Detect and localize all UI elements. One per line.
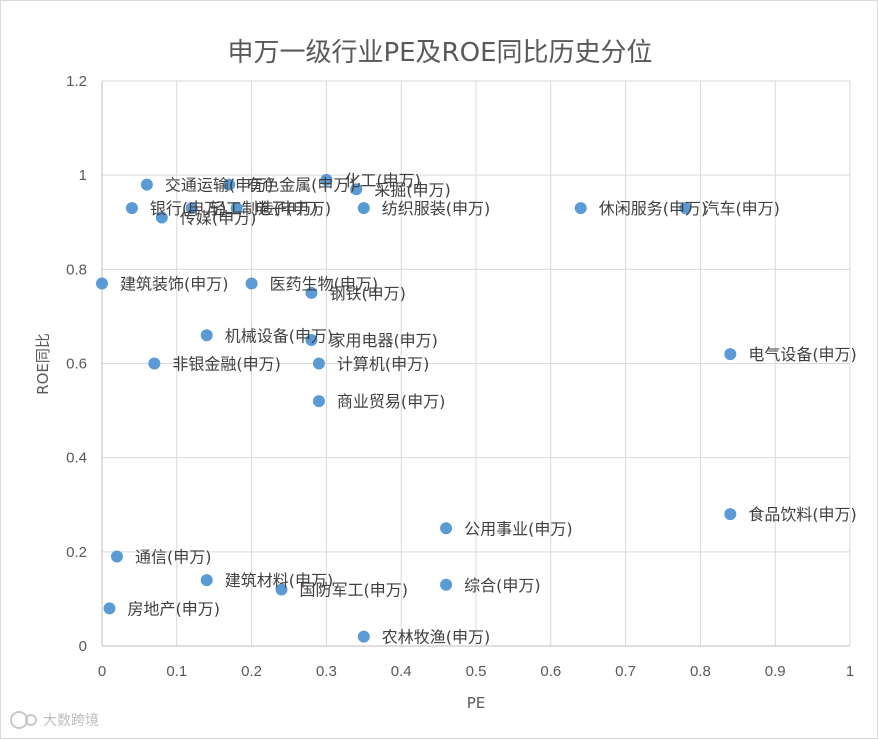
data-point xyxy=(312,357,325,370)
x-tick-label: 0.2 xyxy=(241,663,262,680)
x-tick-label: 0.6 xyxy=(540,663,561,680)
axes xyxy=(101,81,850,647)
data-point-label: 计算机(申万) xyxy=(337,355,430,374)
data-point-label: 纺织服装(申万) xyxy=(382,199,491,218)
data-point-label: 化工(申万) xyxy=(344,171,421,190)
data-point xyxy=(724,508,737,521)
data-point-label: 农林牧渔(申万) xyxy=(382,628,491,647)
watermark-logo-icon xyxy=(10,711,37,729)
point-labels: 交通运输(申万)有色金属(申万)化工(申万)采掘(申万) 银行(申万)轻工制造(申… xyxy=(120,171,857,647)
data-point xyxy=(125,202,138,215)
data-point xyxy=(103,602,116,615)
data-point xyxy=(140,178,153,191)
data-point-label: 医药生物(申万) xyxy=(270,274,379,293)
y-tick-label: 0.6 xyxy=(66,356,87,373)
data-point xyxy=(223,178,236,191)
data-point-label: 建筑材料(申万) xyxy=(225,571,334,590)
data-point-label: 家用电器(申万) xyxy=(329,331,438,350)
data-point-label: 轻工制造(申万) xyxy=(210,199,319,218)
tick-labels: 0 0.1 0.2 0.3 0.4 0.5 0.6 0.7 0.8 0.9 1 0 0.2 0.4 0.6 0… xyxy=(66,73,854,680)
data-point xyxy=(200,329,213,342)
y-tick-label: 1.2 xyxy=(66,73,87,90)
x-tick-label: 0.7 xyxy=(615,663,636,680)
data-point-label: 商业贸易(申万) xyxy=(337,392,446,411)
data-point xyxy=(245,277,258,290)
x-tick-label: 0.4 xyxy=(391,663,412,680)
data-point xyxy=(440,578,453,591)
data-point-label: 交通运输(申万) xyxy=(165,176,274,195)
data-point-label: 采掘(申万) xyxy=(374,180,451,199)
data-point xyxy=(679,202,692,215)
x-tick-label: 0.9 xyxy=(765,663,786,680)
x-axis-title: PE xyxy=(467,694,486,712)
data-point-label: 休闲服务(申万) xyxy=(599,199,708,218)
data-point xyxy=(305,333,318,346)
data-point-label: 有色金属(申万) xyxy=(247,176,356,195)
x-tick-label: 0 xyxy=(98,663,106,680)
data-point-label: 银行(申万) xyxy=(150,199,227,218)
data-point xyxy=(155,211,168,224)
y-tick-label: 0 xyxy=(79,638,87,655)
data-point xyxy=(357,202,370,215)
data-point xyxy=(230,202,243,215)
data-point-label: 汽车(申万) xyxy=(703,199,780,218)
data-point xyxy=(357,630,370,643)
y-axis-title: ROE同比 xyxy=(34,333,52,395)
data-point-label: 非银金融(申万) xyxy=(172,355,280,374)
data-point-label: 建筑装饰(申万) xyxy=(120,274,229,293)
data-point xyxy=(275,583,288,596)
y-tick-label: 0.2 xyxy=(66,544,87,561)
data-point xyxy=(574,202,587,215)
y-tick-label: 1 xyxy=(79,167,87,184)
data-point-label: 公用事业(申万) xyxy=(464,519,572,538)
data-point xyxy=(350,183,363,196)
data-points xyxy=(96,173,737,643)
data-point-label: 综合(申万) xyxy=(464,576,540,595)
x-tick-label: 1 xyxy=(846,663,854,680)
data-point xyxy=(185,202,198,215)
watermark-text: 大数跨境 xyxy=(43,713,99,729)
data-point-label: 食品饮料(申万) xyxy=(748,505,857,524)
data-point xyxy=(110,550,123,563)
x-tick-label: 0.8 xyxy=(690,663,711,680)
data-point-label: 机械设备(申万) xyxy=(225,326,334,345)
chart-title: 申万一级行业PE及ROE同比历史分位 xyxy=(227,38,652,68)
data-point xyxy=(312,395,325,408)
data-point-label: 钢铁(申万) xyxy=(329,284,406,303)
data-point xyxy=(320,173,333,186)
data-point-label: 电子(申万) xyxy=(255,199,332,218)
data-point-label: 传媒(申万) xyxy=(180,209,257,228)
data-point xyxy=(724,348,737,361)
data-point xyxy=(440,522,453,535)
x-tick-label: 0.5 xyxy=(466,663,487,680)
data-point xyxy=(305,286,318,299)
data-point xyxy=(148,357,161,370)
data-point xyxy=(96,277,108,290)
data-point-label: 国防军工(申万) xyxy=(300,581,409,600)
data-point-label: 电气设备(申万) xyxy=(748,345,857,364)
watermark: 大数跨境 xyxy=(10,711,99,729)
data-point xyxy=(200,574,213,587)
data-point-label: 通信(申万) xyxy=(135,548,212,567)
y-tick-label: 0.4 xyxy=(66,450,87,467)
data-point-label: 房地产(申万) xyxy=(127,599,220,618)
y-tick-label: 0.8 xyxy=(66,261,87,278)
x-tick-label: 0.1 xyxy=(166,663,187,680)
x-tick-label: 0.3 xyxy=(316,663,337,680)
